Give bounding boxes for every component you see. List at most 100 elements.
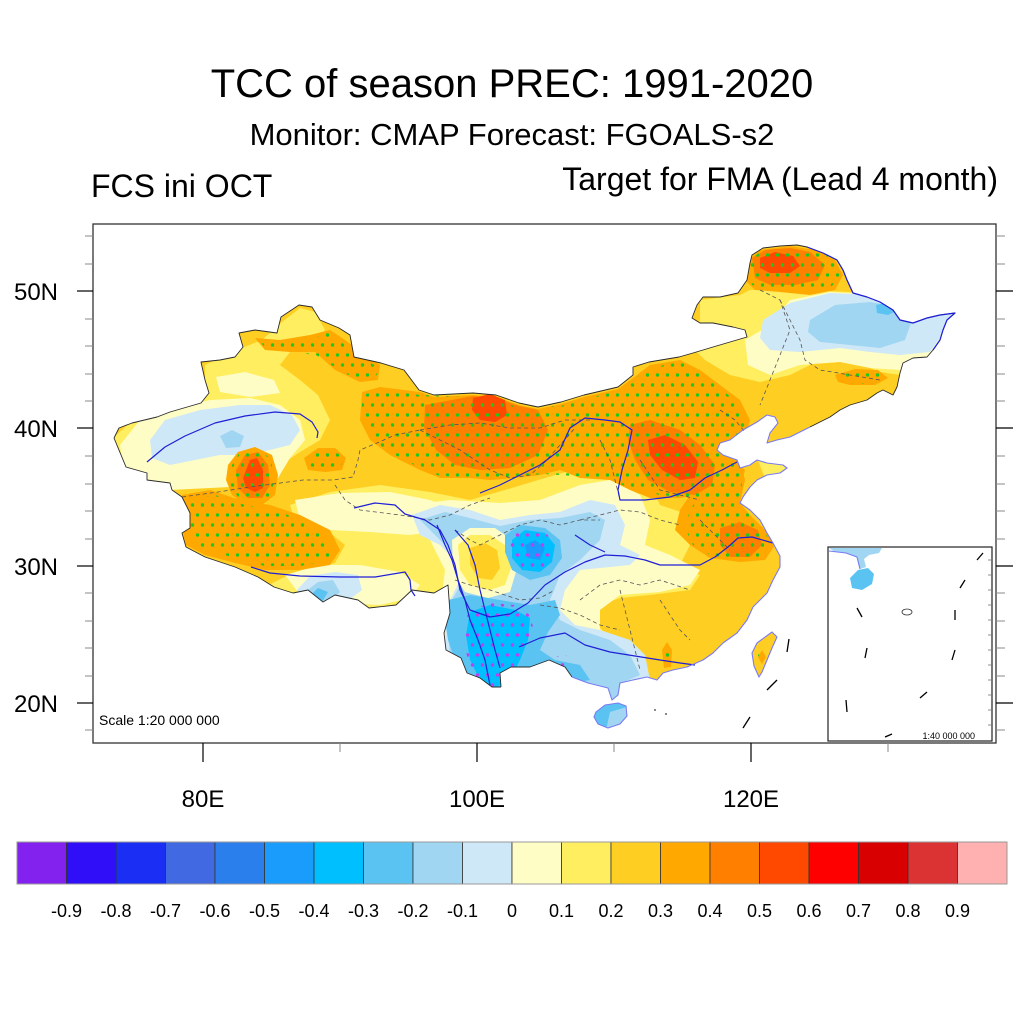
coastline [571, 414, 811, 701]
stipple-area [758, 649, 766, 662]
china-outline [113, 244, 956, 688]
colorbar-label: 0.5 [747, 901, 772, 921]
colorbar-box [16, 841, 67, 885]
colorbar-box [363, 841, 414, 885]
boundary-dash [742, 716, 751, 729]
contour-region [470, 543, 500, 580]
colorbar-label: -0.8 [100, 901, 131, 921]
stipple-area [258, 332, 380, 380]
province-boundary [699, 519, 731, 551]
colorbar-label: -0.2 [397, 901, 428, 921]
colorbar-label: 0.8 [895, 901, 920, 921]
stipple-area [840, 371, 885, 384]
inset-map: 1:40 000 000 [827, 546, 993, 742]
y-tick-label: 40N [14, 416, 58, 443]
contour-region [216, 372, 280, 397]
colorbar-label: -0.7 [150, 901, 181, 921]
province-boundary [454, 519, 600, 546]
contour-region [220, 430, 244, 448]
colorbar-box [511, 841, 562, 885]
stipple-area [663, 644, 672, 666]
river-han [574, 534, 606, 553]
province-boundaries [181, 289, 881, 671]
colorbar-box [165, 841, 216, 885]
nine-dash-segment [884, 733, 893, 738]
rivers [146, 411, 774, 686]
colorbar-label: 0.4 [697, 901, 722, 921]
nine-dash-segment [951, 649, 956, 661]
colorbar-box [66, 841, 117, 885]
contour-region [829, 548, 882, 569]
colorbar-label: 0.9 [945, 901, 970, 921]
colorbar-frame [16, 841, 1008, 885]
colorbar-labels: -0.9 -0.8 -0.7 -0.6 -0.5 -0.4 -0.3 -0.2 -0.1 0 0.1… [51, 901, 970, 921]
province-boundary [779, 299, 881, 381]
main-title: TCC of season PREC: 1991-2020 [211, 62, 814, 106]
nine-dash-segment [845, 699, 848, 713]
province-boundary [539, 604, 621, 631]
province-boundary [579, 579, 691, 601]
stipple-area [748, 248, 842, 292]
inset-scale-label: 1:40 000 000 [922, 731, 975, 741]
river-yarlung-tsangpo [250, 566, 416, 597]
province-boundary [659, 599, 691, 641]
stippling-negative [463, 528, 570, 690]
colorbar-label: 0 [507, 901, 517, 921]
river-mekong [436, 524, 491, 686]
stipple-area [362, 362, 748, 500]
colorbar-box [462, 841, 513, 885]
colorbar-box [115, 841, 166, 885]
stipple-area [230, 448, 275, 503]
y-tick-label: 20N [14, 691, 58, 718]
x-tick-label: 100E [449, 786, 505, 813]
river-yangtze [353, 502, 774, 618]
colorbar-label: 0.6 [796, 901, 821, 921]
colorbar-box [759, 841, 810, 885]
nine-dash-segment [976, 552, 984, 561]
colorbar-box [412, 841, 463, 885]
y-tick-label: 30N [14, 554, 58, 581]
stipple-area [306, 450, 344, 471]
paracel-islands [901, 608, 913, 616]
river-pearl [518, 632, 696, 666]
taiwan-coast [751, 631, 778, 678]
river-salween [454, 529, 501, 669]
nine-dash-segment [864, 647, 868, 659]
province-boundary [719, 409, 746, 433]
nine-dash-segment [959, 579, 966, 589]
colorbar-box [264, 841, 315, 885]
colorbar-box [709, 841, 760, 885]
river-amur-border [806, 246, 956, 351]
province-boundary [639, 459, 701, 501]
small-island [665, 713, 667, 715]
subtitle: Monitor: CMAP Forecast: FGOALS-s2 [250, 117, 775, 152]
colorbar-box [957, 841, 1008, 885]
nine-dash-segment [919, 691, 928, 699]
x-tick-label: 120E [723, 786, 779, 813]
colorbar-label: -0.3 [348, 901, 379, 921]
colorbar-box [808, 841, 859, 885]
stipple-area [188, 495, 332, 566]
colorbar-box [907, 841, 958, 885]
colorbar-box [610, 841, 661, 885]
bottom-axis-ticks [202, 743, 889, 762]
contour-region [850, 568, 874, 590]
colorbar-label: -0.1 [447, 901, 478, 921]
province-boundary [419, 427, 576, 479]
river-tarim [146, 411, 319, 463]
stippling-positive [188, 248, 885, 666]
stipple-area [510, 528, 552, 572]
colorbar-box [858, 841, 909, 885]
colorbar-label: 0.2 [598, 901, 623, 921]
colorbar-label: -0.9 [51, 901, 82, 921]
province-boundary [181, 429, 421, 498]
y-tick-label: 50N [14, 279, 58, 306]
left-axis-ticks [77, 235, 93, 731]
right-string: Target for FMA (Lead 4 month) [562, 161, 998, 197]
boundary-dash [766, 679, 778, 691]
colorbar-box [561, 841, 612, 885]
province-boundary [759, 289, 791, 406]
colorbar-label: 0.3 [648, 901, 673, 921]
